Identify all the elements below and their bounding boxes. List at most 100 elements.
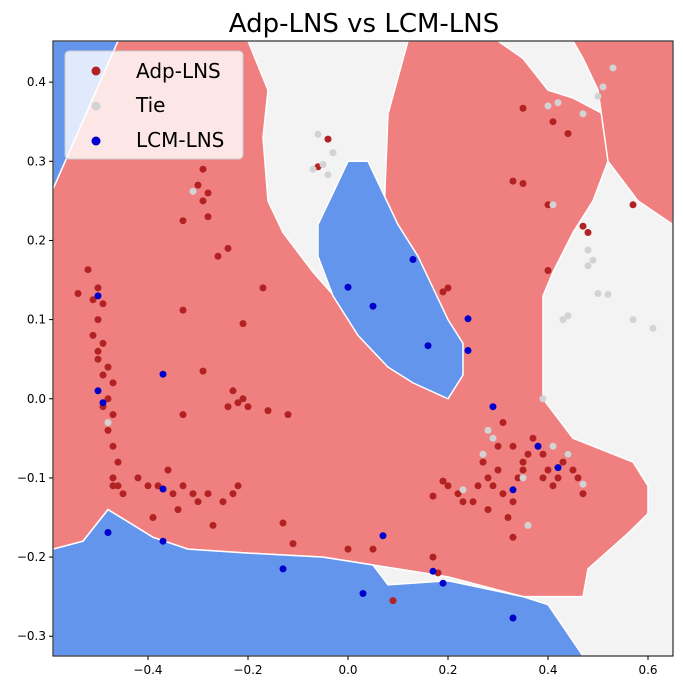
legend-label-tie: Tie (135, 93, 165, 117)
point-adp-lns (169, 490, 177, 498)
point-adp-lns (484, 474, 492, 482)
point-tie (489, 434, 497, 442)
point-tie (589, 256, 597, 264)
point-adp-lns (154, 482, 162, 490)
point-tie (594, 92, 602, 100)
point-lcm-lns (489, 403, 497, 411)
x-tick-label: −0.4 (133, 663, 162, 677)
point-adp-lns (509, 533, 517, 541)
point-lcm-lns (159, 537, 167, 545)
point-adp-lns (174, 506, 182, 514)
point-adp-lns (539, 450, 547, 458)
point-lcm-lns (369, 302, 377, 310)
point-tie (584, 262, 592, 270)
point-adp-lns (114, 482, 122, 490)
point-adp-lns (429, 492, 437, 500)
point-adp-lns (494, 442, 502, 450)
point-adp-lns (194, 181, 202, 189)
point-adp-lns (109, 482, 117, 490)
point-adp-lns (559, 458, 567, 466)
point-adp-lns (554, 474, 562, 482)
point-adp-lns (94, 284, 102, 292)
point-tie (324, 171, 332, 179)
point-adp-lns (204, 490, 212, 498)
point-tie (579, 110, 587, 118)
point-tie (609, 64, 617, 72)
y-tick-label: −0.3 (17, 629, 46, 643)
point-adp-lns (144, 482, 152, 490)
point-adp-lns (214, 252, 222, 260)
point-lcm-lns (159, 485, 167, 493)
legend-marker-adp-lns (91, 66, 101, 76)
x-tick-label: −0.2 (233, 663, 262, 677)
point-adp-lns (504, 514, 512, 521)
point-lcm-lns (94, 387, 102, 395)
point-tie (549, 442, 557, 450)
point-adp-lns (564, 130, 572, 138)
point-lcm-lns (534, 442, 542, 450)
point-adp-lns (529, 434, 537, 442)
point-adp-lns (114, 458, 122, 466)
point-lcm-lns (104, 529, 112, 536)
point-adp-lns (549, 482, 557, 490)
point-adp-lns (549, 118, 557, 126)
x-tick-label: 0.2 (438, 663, 457, 677)
point-adp-lns (629, 201, 637, 209)
point-adp-lns (519, 104, 527, 112)
point-tie (539, 395, 547, 403)
point-tie (594, 290, 602, 297)
legend-marker-lcm-lns (91, 136, 101, 146)
y-axis: −0.3 −0.2 −0.1 0.0 0.1 0.2 0.3 0.4 (17, 75, 53, 643)
point-adp-lns (324, 135, 332, 143)
point-tie (649, 324, 657, 332)
point-lcm-lns (379, 532, 387, 540)
point-adp-lns (259, 284, 267, 292)
point-adp-lns (179, 306, 187, 314)
y-tick-label: 0.0 (27, 392, 46, 406)
point-adp-lns (179, 217, 187, 225)
point-adp-lns (99, 339, 107, 347)
region-adp-lns-1 (498, 41, 673, 226)
point-adp-lns (109, 474, 117, 482)
point-lcm-lns (359, 590, 367, 597)
y-tick-label: −0.2 (17, 550, 46, 564)
scatter-points (74, 64, 657, 622)
point-adp-lns (204, 213, 212, 221)
point-lcm-lns (464, 315, 472, 323)
y-tick-label: −0.1 (17, 471, 46, 485)
point-adp-lns (94, 347, 102, 355)
point-adp-lns (234, 482, 242, 490)
legend-box (64, 50, 244, 160)
point-adp-lns (289, 540, 297, 548)
point-tie (104, 419, 112, 426)
point-adp-lns (194, 498, 202, 506)
point-adp-lns (574, 474, 582, 482)
point-adp-lns (84, 266, 92, 274)
point-tie (459, 486, 467, 494)
point-adp-lns (439, 288, 447, 296)
y-tick-label: 0.2 (27, 233, 46, 247)
point-tie (564, 450, 572, 458)
point-tie (314, 130, 322, 138)
point-adp-lns (224, 403, 232, 411)
point-lcm-lns (554, 464, 562, 472)
point-adp-lns (134, 474, 142, 482)
point-tie (559, 316, 567, 324)
point-adp-lns (119, 490, 127, 498)
point-tie (549, 201, 557, 209)
point-adp-lns (89, 331, 97, 339)
point-adp-lns (489, 482, 497, 490)
point-adp-lns (109, 379, 117, 387)
point-adp-lns (519, 458, 527, 466)
point-adp-lns (229, 490, 237, 498)
point-tie (544, 102, 552, 110)
x-axis: −0.4 −0.2 0.0 0.2 0.4 0.6 (133, 656, 658, 677)
point-adp-lns (199, 165, 207, 173)
point-adp-lns (544, 267, 552, 274)
point-adp-lns (239, 320, 247, 328)
point-adp-lns (509, 498, 517, 506)
point-adp-lns (74, 290, 82, 297)
point-tie (524, 521, 532, 529)
legend-marker-tie (91, 101, 101, 111)
